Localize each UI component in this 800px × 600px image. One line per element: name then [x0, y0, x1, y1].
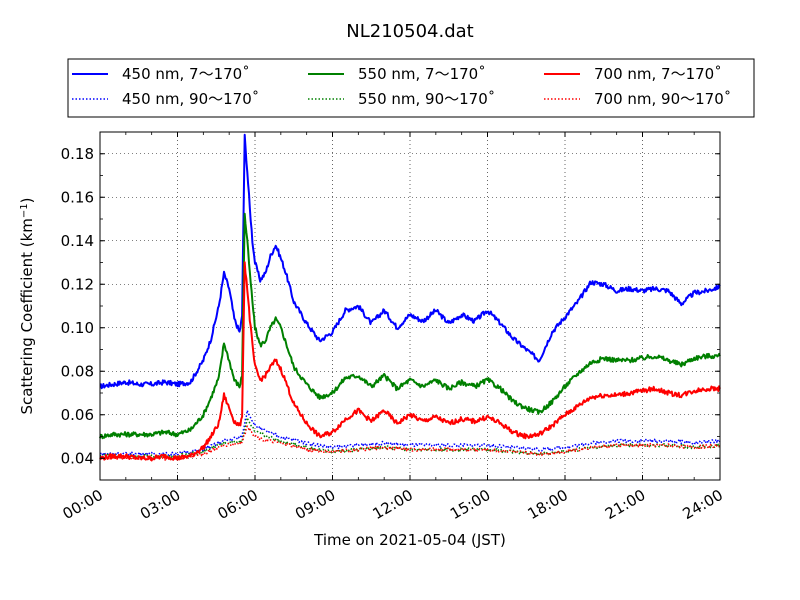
y-tick-label: 0.08	[61, 362, 94, 380]
legend: 450 nm, 7～170˚ 450 nm, 90～170˚ 550 nm, 7～1…	[67, 58, 755, 118]
y-tick-label: 0.06	[61, 406, 94, 424]
series-group	[99, 133, 721, 462]
legend-label: 550 nm, 7～170˚	[358, 65, 486, 83]
y-tick-label: 0.14	[61, 232, 94, 250]
chart-title: NL210504.dat	[346, 21, 473, 42]
x-axis-label: Time on 2021-05-04 (JST)	[313, 531, 506, 549]
y-axis-label: Scattering Coefficient (km−1)	[18, 197, 36, 414]
series-line	[99, 425, 721, 461]
series-line	[99, 416, 721, 459]
legend-label: 450 nm, 90～170˚	[122, 90, 259, 108]
y-tick-label: 0.04	[61, 449, 94, 467]
legend-label: 700 nm, 90～170˚	[594, 90, 731, 108]
series-line	[99, 409, 721, 457]
y-axis-label-sup: −1	[19, 203, 30, 218]
y-axis-label-tail: )	[18, 197, 36, 203]
series-line	[99, 133, 721, 390]
y-tick-label: 0.10	[61, 319, 94, 337]
y-axis-label-main: Scattering Coefficient (km	[18, 218, 36, 414]
legend-label: 700 nm, 7～170˚	[594, 65, 722, 83]
series-line	[99, 261, 721, 462]
legend-label: 450 nm, 7～170˚	[122, 65, 250, 83]
legend-label: 550 nm, 90～170˚	[358, 90, 495, 108]
grid	[100, 132, 720, 480]
y-tick-label: 0.18	[61, 145, 94, 163]
y-tick-label: 0.16	[61, 188, 94, 206]
series-line	[99, 212, 721, 440]
y-tick-label: 0.12	[61, 275, 94, 293]
